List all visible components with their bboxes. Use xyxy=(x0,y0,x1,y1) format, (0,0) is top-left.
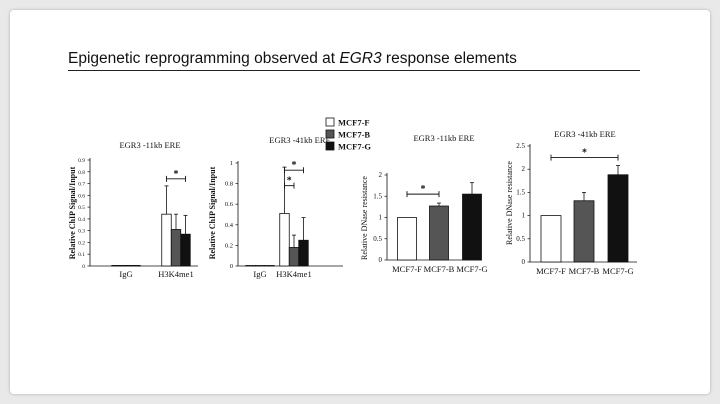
panel-1-y-tick-label: 0.1 xyxy=(78,252,85,258)
legend-label-mcf7-g: MCF7-G xyxy=(338,142,371,152)
panel-3-x-tick-label: MCF7-G xyxy=(456,264,487,274)
panel-2-bar-mcf7-g-igg xyxy=(264,265,275,267)
panel-2-title: EGR3 -41kb ERE xyxy=(269,135,330,145)
panel-1-ylabel: Relative ChIP Signal/Input xyxy=(68,166,77,259)
panel-2-bar-mcf7-g-h3k4me1 xyxy=(298,239,309,267)
panel-3-y-tick-label: 1.5 xyxy=(373,192,382,200)
panel-4-bar-mcf7-f xyxy=(540,215,562,263)
panel-2-significance-bracket-label: * xyxy=(287,176,292,187)
panel-2-x-tick-label: IgG xyxy=(253,269,266,279)
panel-4-significance-bracket-label: * xyxy=(582,148,587,159)
panel-4-y-tick-label: 1 xyxy=(522,212,526,220)
panel-3-y-tick-label: 2 xyxy=(379,171,383,179)
panel-1-x-tick-label: IgG xyxy=(119,269,132,279)
panel-2-y-tick-label: 0.8 xyxy=(225,181,233,188)
panel-2-bar-mcf7-b-h3k4me1 xyxy=(288,247,300,267)
panel-3-y-tick-label: 0 xyxy=(379,256,383,264)
panel-1-y-tick-label: 0.3 xyxy=(78,229,85,235)
panel-2-y-tick-label: 0.4 xyxy=(225,222,234,229)
panel-1-y-tick-label: 0.4 xyxy=(78,217,85,223)
slide-title-prefix: Epigenetic reprogramming observed at xyxy=(68,50,340,67)
legend-swatch-mcf7-f xyxy=(325,117,335,127)
panel-2-x-tick-label: H3K4me1 xyxy=(276,269,311,279)
legend-swatch-mcf7-g xyxy=(325,141,335,151)
panel-1-title: EGR3 -11kb ERE xyxy=(119,140,180,150)
panel-2-y-tick-label: 0.2 xyxy=(225,242,233,249)
panel-4-bar-mcf7-b xyxy=(573,200,595,263)
panel-1-y-tick-label: 0.2 xyxy=(78,240,85,246)
panel-1-y-tick-label: 0 xyxy=(82,264,85,270)
slide-title-gene: EGR3 xyxy=(339,50,382,67)
panel-2-significance-bracket-label: * xyxy=(292,160,297,171)
panel-4-title: EGR3 -41kb ERE xyxy=(554,129,615,139)
panel-4-y-tick-label: 1.5 xyxy=(516,188,525,196)
panel-1-bar-mcf7-f-h3k4me1 xyxy=(161,213,172,267)
panel-3-bar-mcf7-f xyxy=(397,217,417,261)
panel-1-x-tick-label: H3K4me1 xyxy=(158,269,193,279)
panel-1-bar-mcf7-b-h3k4me1 xyxy=(170,229,182,267)
panel-1-bar-mcf7-g-igg xyxy=(130,265,141,267)
panel-1-y-tick-label: 0.5 xyxy=(78,205,85,211)
panel-4-y-tick-label: 2.5 xyxy=(516,142,525,150)
panel-4-y-tick-label: 2 xyxy=(522,165,526,173)
panel-4-x-tick-label: MCF7-B xyxy=(569,266,600,276)
slide-title-underline: Epigenetic reprogramming observed at EGR… xyxy=(68,50,640,71)
slide-title-suffix: response elements xyxy=(381,50,517,67)
panel-3-ylabel: Relative DNase resistance xyxy=(360,176,369,260)
panel-3-y-tick-label: 0.5 xyxy=(373,235,382,243)
panel-3-x-tick-label: MCF7-B xyxy=(424,264,455,274)
slide-title: Epigenetic reprogramming observed at EGR… xyxy=(68,50,640,68)
panel-3-bar-mcf7-b xyxy=(429,205,449,261)
panel-1-y-tick-label: 0.9 xyxy=(78,158,85,164)
legend-label-mcf7-f: MCF7-F xyxy=(338,118,370,128)
panel-2-bar-mcf7-f-h3k4me1 xyxy=(279,213,290,267)
panel-3-y-tick-label: 1 xyxy=(379,214,383,222)
panel-1-y-tick-label: 0.6 xyxy=(78,193,85,199)
panel-4-y-tick-label: 0.5 xyxy=(516,235,525,243)
panel-4-x-tick-label: MCF7-G xyxy=(602,266,633,276)
panel-1-bar-mcf7-b-igg xyxy=(120,265,132,267)
panel-1-significance-bracket-label: * xyxy=(174,169,179,180)
panel-3-x-tick-label: MCF7-F xyxy=(392,264,422,274)
panel-2-bar-mcf7-b-igg xyxy=(254,265,266,267)
legend-swatch-mcf7-b xyxy=(325,129,335,139)
panel-2-bar-mcf7-f-igg xyxy=(245,265,256,267)
panel-2-y-tick-label: 1 xyxy=(230,160,233,167)
panel-4-x-tick-label: MCF7-F xyxy=(536,266,566,276)
panel-3-title: EGR3 -11kb ERE xyxy=(413,133,474,143)
panel-3-bar-mcf7-g xyxy=(462,193,482,261)
panel-1-bar-mcf7-f-igg xyxy=(111,265,122,267)
panel-1-y-tick-label: 0.7 xyxy=(78,182,85,188)
legend-label-mcf7-b: MCF7-B xyxy=(338,130,370,140)
panel-1-bar-mcf7-g-h3k4me1 xyxy=(180,233,191,267)
panel-2-y-tick-label: 0.6 xyxy=(225,201,234,208)
panel-4-ylabel: Relative DNase resistance xyxy=(505,161,514,245)
panel-4-bar-mcf7-g xyxy=(607,174,629,263)
panel-4-y-tick-label: 0 xyxy=(522,258,526,266)
panel-3-significance-bracket-label: * xyxy=(421,184,426,195)
panel-2-ylabel: Relative ChIP Signal/Input xyxy=(208,166,217,259)
panel-2-y-tick-label: 0 xyxy=(230,263,233,270)
panel-1-y-tick-label: 0.8 xyxy=(78,170,85,176)
